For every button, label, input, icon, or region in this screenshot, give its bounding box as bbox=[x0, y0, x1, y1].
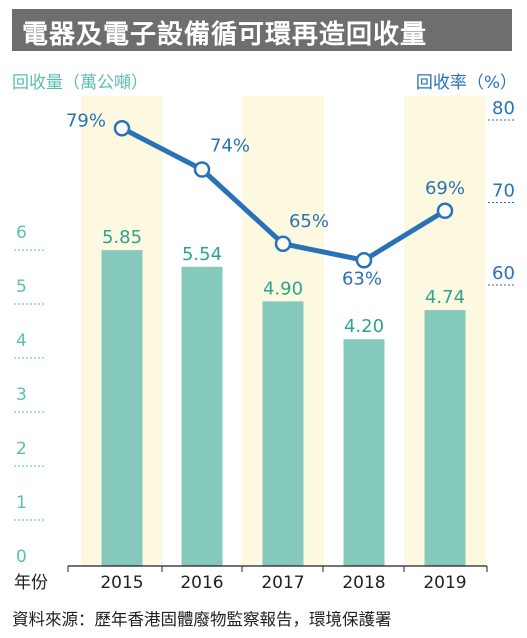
x-axis-title: 年份 bbox=[14, 573, 48, 593]
left-tick-label-2: 2 bbox=[16, 439, 27, 459]
bar-label-2017: 4.90 bbox=[263, 278, 303, 299]
left-tick-label-0: 0 bbox=[16, 547, 27, 567]
bar-2016 bbox=[181, 266, 223, 566]
bar-2018 bbox=[343, 339, 385, 566]
left-tick-label-6: 6 bbox=[16, 223, 27, 243]
right-tick-label-60: 60 bbox=[492, 263, 515, 284]
x-tick-label-2018: 2018 bbox=[342, 573, 385, 593]
rate-label-2019: 69% bbox=[425, 178, 465, 199]
left-axis-label: 回收量（萬公噸） bbox=[12, 73, 148, 93]
right-tick-label-80: 80 bbox=[492, 98, 515, 119]
rate-point-2015 bbox=[113, 120, 131, 137]
chart-title: 電器及電子設備循可環再造回收量 bbox=[22, 20, 428, 50]
left-tick-label-3: 3 bbox=[16, 385, 27, 405]
left-tick-label-1: 1 bbox=[16, 493, 27, 513]
rate-point-2018 bbox=[355, 252, 373, 269]
bar-label-2016: 5.54 bbox=[182, 244, 222, 265]
x-tick-label-2015: 2015 bbox=[100, 573, 143, 593]
rate-point-2016 bbox=[193, 161, 211, 178]
rate-label-2015: 79% bbox=[66, 110, 106, 131]
rate-label-2018: 63% bbox=[342, 268, 382, 289]
rate-point-2019 bbox=[436, 202, 454, 219]
bar-2015 bbox=[101, 250, 143, 566]
rate-label-2016: 74% bbox=[210, 136, 250, 157]
right-axis-label: 回收率（%） bbox=[415, 73, 517, 93]
bar-label-2019: 4.74 bbox=[425, 287, 465, 308]
source-note: 資料來源：歷年香港固體廢物監察報告，環境保護署 bbox=[12, 610, 392, 629]
left-tick-label-4: 4 bbox=[16, 331, 27, 351]
bar-label-2015: 5.85 bbox=[102, 227, 142, 248]
rate-label-2017: 65% bbox=[289, 211, 329, 232]
rate-point-2017 bbox=[274, 235, 292, 252]
left-tick-label-5: 5 bbox=[16, 277, 27, 297]
x-tick-label-2019: 2019 bbox=[423, 573, 466, 593]
bar-2017 bbox=[262, 301, 304, 566]
x-tick-label-2016: 2016 bbox=[180, 573, 223, 593]
bar-2019 bbox=[424, 310, 466, 566]
bar-label-2018: 4.20 bbox=[344, 316, 384, 337]
x-tick-label-2017: 2017 bbox=[261, 573, 304, 593]
title-bar bbox=[12, 9, 512, 51]
right-tick-label-70: 70 bbox=[492, 181, 515, 202]
